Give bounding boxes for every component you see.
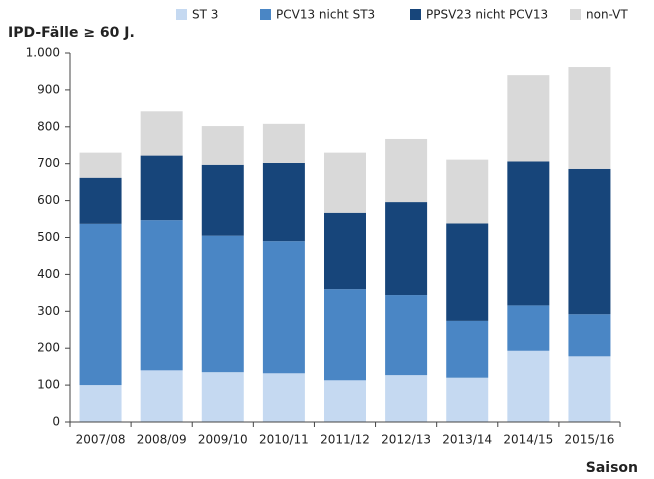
x-tick-label: 2011/12 (320, 433, 370, 447)
bar-segment (324, 380, 366, 422)
x-tick-label: 2007/08 (76, 433, 126, 447)
bar-segment (201, 372, 244, 422)
legend-label: PCV13 nicht ST3 (276, 8, 375, 22)
legend-label: ST 3 (192, 8, 218, 22)
bar-segment (446, 223, 489, 321)
bar-segment (79, 152, 122, 178)
bar-segment (79, 223, 122, 386)
legend-swatch (410, 9, 421, 20)
bar-segment (507, 350, 550, 422)
bar-segment (568, 356, 611, 422)
bar-segment (201, 235, 244, 373)
y-tick-label: 400 (37, 267, 60, 281)
bar-segment (385, 138, 428, 203)
x-tick-label: 2008/09 (137, 433, 187, 447)
bar-segment (568, 67, 611, 169)
y-tick-label: 1.000 (26, 46, 60, 60)
bar-segment (446, 377, 489, 422)
bar-segment (140, 370, 183, 422)
y-tick-label: 300 (37, 304, 60, 318)
x-tick-label: 2009/10 (198, 433, 248, 447)
bar-segment (507, 305, 550, 351)
bar-segment (262, 241, 305, 374)
y-tick-label: 700 (37, 156, 60, 170)
legend-swatch (260, 9, 271, 20)
bar-segment (262, 162, 305, 242)
bar-segment (140, 111, 183, 156)
y-tick-label: 0 (52, 415, 60, 429)
legend-label: PPSV23 nicht PCV13 (426, 8, 548, 22)
bar-segment (507, 161, 550, 306)
chart-title: IPD-Fälle ≥ 60 J. (8, 25, 135, 41)
legend-swatch (570, 9, 581, 20)
bar-segment (140, 155, 183, 221)
y-tick-label: 600 (37, 193, 60, 207)
bar-segment (201, 126, 244, 165)
y-tick-label: 500 (37, 230, 60, 244)
x-tick-label: 2014/15 (503, 433, 553, 447)
bar-segment (140, 220, 183, 371)
bar-segment (262, 373, 305, 422)
y-tick-label: 200 (37, 341, 60, 355)
bar-segment (568, 314, 611, 357)
x-tick-label: 2015/16 (565, 433, 615, 447)
legend-label: non-VT (586, 8, 628, 22)
x-tick-label: 2013/14 (442, 433, 492, 447)
x-tick-label: 2010/11 (259, 433, 309, 447)
bar-segment (385, 295, 428, 376)
bar-segment (446, 320, 489, 378)
y-tick-label: 800 (37, 119, 60, 133)
bar-segment (324, 289, 366, 381)
bar-segment (385, 202, 428, 296)
y-tick-label: 900 (37, 82, 60, 96)
bar-segment (446, 159, 489, 224)
bar-segment (262, 123, 305, 163)
bar-segment (324, 212, 366, 290)
y-tick-label: 100 (37, 378, 60, 392)
bar-segment (201, 164, 244, 236)
bar-segment (568, 168, 611, 315)
bar-segment (324, 152, 366, 213)
x-tick-label: 2012/13 (381, 433, 431, 447)
legend-swatch (176, 9, 187, 20)
bar-segment (385, 375, 428, 422)
x-axis-title: Saison (586, 460, 638, 476)
bar-segment (507, 75, 550, 162)
bar-segment (79, 385, 122, 422)
bar-segment (79, 177, 122, 224)
